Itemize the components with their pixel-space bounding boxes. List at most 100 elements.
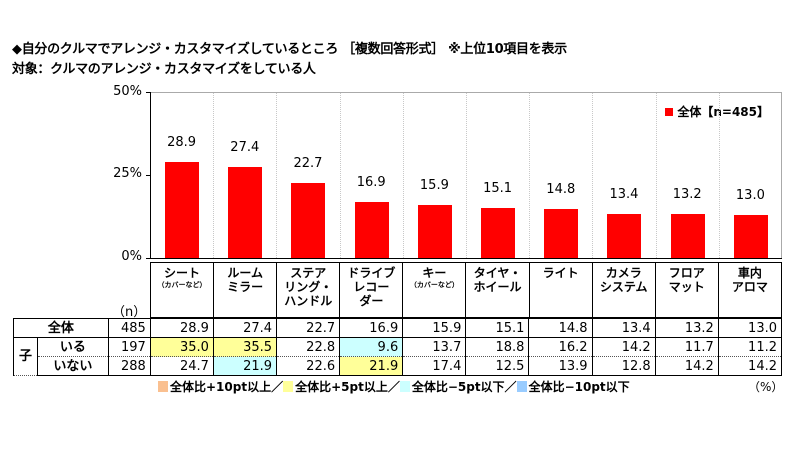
table-cell: 9.6 [339,337,404,357]
row-label: いない [37,356,109,376]
key-item: 全体比+10pt以上／ [158,378,283,395]
grid-line [655,93,657,258]
bar-group: 16.9 [340,93,403,258]
table-row: 子いる 197 35.0 35.5 22.8 9.6 13.7 18.8 16.2 14.2 11.… [13,337,783,376]
row-label: いる [37,337,109,357]
bar-value-label: 13.0 [735,187,765,203]
data-table: 全体 485 28.9 27.4 22.7 16.9 15.9 15.1 14.8 13.4 13.… [13,318,783,376]
bar-group: 28.9 [150,93,213,258]
bar-value-label: 13.2 [672,187,702,203]
table-cell: 13.2 [655,318,719,338]
bar-value-label: 16.9 [356,174,386,190]
bar [670,214,705,258]
bar-group: 14.8 [529,93,592,258]
category-label: フロア マット [668,266,705,294]
table-cell: 13.7 [402,337,467,357]
bar [733,214,768,258]
key-item: 全体比+5pt以上／ [283,378,400,395]
bar [291,182,326,258]
bar [354,201,389,258]
bar-value-label: 15.1 [483,180,513,196]
row-n: 485 [108,318,151,338]
table-cell: 22.8 [276,337,341,357]
category-label: ドライブ レコー ダー [347,266,396,308]
unit-label: （%） [748,380,784,394]
bar-group: 22.7 [276,93,339,258]
table-row: 全体 485 28.9 27.4 22.7 16.9 15.9 15.1 14.8 13.4 13.… [13,318,783,338]
key-label: 全体比+5pt以上／ [295,380,400,394]
category-sublabel: （カバーなど） [157,281,207,289]
category-label: 車内 アロマ [731,266,768,294]
grid-line [402,93,404,258]
grid-line [466,93,467,258]
table-cell: 35.5 [213,337,278,357]
legend-label: 全体【n=485】 [677,105,769,119]
table-cell: 21.9 [339,356,404,376]
category-header: カメラ システム [593,263,656,317]
key-label: 全体比−5pt以下／ [411,380,517,394]
bar [607,213,642,258]
table-cell: 12.5 [465,356,530,376]
n-header: （n） [112,305,147,320]
table-cell: 17.4 [402,356,467,376]
grid-line [592,93,594,258]
category-header: フロア マット [656,263,719,317]
category-label: シート [164,266,201,280]
key-label: 全体比+10pt以上／ [170,380,284,394]
table-cell: 13.4 [592,318,656,338]
bar-group: 15.9 [403,93,466,258]
table-cell: 24.7 [150,356,214,376]
table-cell: 15.9 [402,318,467,338]
bar-group: 13.4 [592,93,655,258]
legend: 全体【n=485】 [665,103,769,120]
table-cell: 22.6 [276,356,341,376]
category-header: タイヤ・ ホイール [466,263,530,317]
table-cell: 14.8 [528,318,593,338]
bar-value-label: 28.9 [167,135,197,151]
grid-line [276,93,278,258]
table-cell: 27.4 [213,318,278,338]
y-tick-0: 0% [121,249,142,264]
grid-line [213,93,215,258]
bar [417,205,452,258]
row-label: 全体 [13,318,109,338]
category-label: ルーム ミラー [227,266,264,294]
category-header: キー （カバーなど） [403,263,467,317]
key-swatch [283,381,294,392]
bar-group: 13.2 [656,93,719,258]
table-cell: 28.9 [150,318,214,338]
table-cell: 13.0 [718,318,783,338]
y-tick-25: 25% [113,166,142,181]
grid-line [529,93,531,258]
key-swatch [399,381,410,392]
table-cell: 15.1 [465,318,530,338]
table-cell: 16.9 [339,318,404,338]
grid-line [718,93,720,258]
row-n: 288 [108,356,151,376]
category-header: ステア リング・ ハンドル [277,263,341,317]
category-label: キー [422,266,447,280]
key-label: 全体比−10pt以下 [528,380,630,394]
category-label: ステア リング・ ハンドル [284,266,333,308]
table-cell: 22.7 [276,318,341,338]
table-cell: 13.9 [528,356,593,376]
bar [165,162,199,258]
y-tick-mark [146,92,151,93]
table-cell: 14.2 [718,356,783,376]
table-row: いない 288 24.7 21.9 22.6 21.9 17.4 12.5 13.9 12.8 14… [14,356,783,376]
bar-value-label: 14.8 [546,181,576,197]
key-swatch [158,381,168,392]
bar-group: 27.4 [213,93,276,258]
table-cell: 16.2 [528,337,593,357]
table-cell: 12.8 [592,356,656,376]
grid-line [339,93,341,258]
category-header: ドライブ レコー ダー [340,263,404,317]
table-cell: 14.2 [655,356,719,376]
bar [544,208,579,258]
category-label: タイヤ・ ホイール [473,266,522,294]
table-cell: 11.7 [655,337,719,357]
bar-group: 13.0 [719,93,782,258]
table-cell: 18.8 [465,337,530,357]
row-n: 197 [108,337,151,357]
highlight-key: 全体比+10pt以上／ 全体比+5pt以上／ 全体比−5pt以下／ 全体比−10pt以… [158,378,630,395]
